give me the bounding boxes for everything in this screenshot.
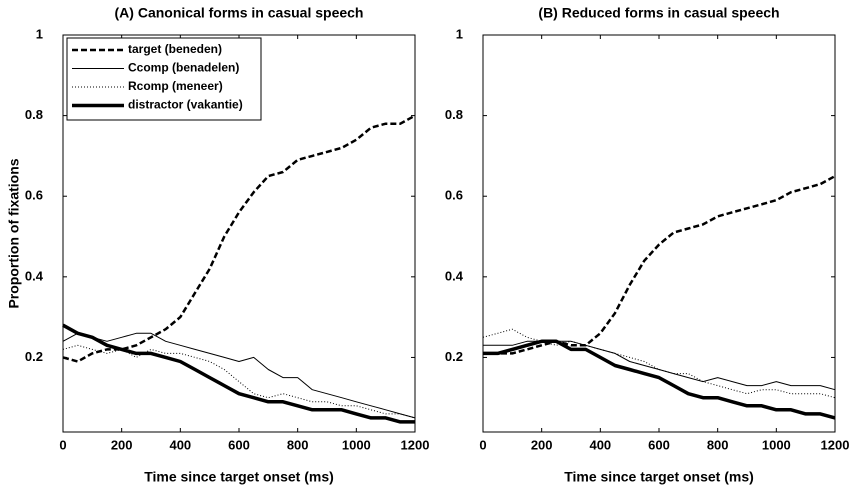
x-tick-label: 0 — [59, 437, 66, 452]
x-axis-label: Time since target onset (ms) — [564, 469, 754, 485]
series-line — [482, 328, 836, 399]
x-tick-label: 600 — [228, 437, 250, 452]
x-tick-label: 1000 — [762, 437, 791, 452]
series-line — [62, 323, 415, 424]
legend-label: Rcomp (meneer) — [128, 79, 223, 93]
x-tick-label: 200 — [111, 437, 133, 452]
x-tick-label: 800 — [287, 437, 309, 452]
chart-title: (A) Canonical forms in casual speech — [115, 5, 364, 21]
y-tick-label: 0.4 — [25, 268, 44, 283]
series-line — [483, 175, 836, 355]
legend-label: target (beneden) — [128, 42, 222, 56]
y-tick-label: 1 — [36, 26, 43, 41]
chart-title: (B) Reduced forms in casual speech — [538, 5, 779, 21]
x-axis-label: Time since target onset (ms) — [144, 469, 334, 485]
y-tick-label: 0.6 — [25, 188, 43, 203]
y-tick-label: 1 — [456, 26, 463, 41]
series-line — [483, 340, 836, 391]
y-tick-label: 0.8 — [445, 107, 463, 122]
series-line — [62, 332, 416, 419]
x-tick-label: 200 — [531, 437, 553, 452]
x-tick-label: 1000 — [342, 437, 371, 452]
legend-label: Ccomp (benadelen) — [128, 61, 239, 75]
y-axis-label: Proportion of fixations — [6, 158, 22, 308]
series-line — [62, 114, 416, 363]
x-tick-label: 400 — [589, 437, 611, 452]
legend-label: distractor (vakantie) — [128, 98, 243, 112]
x-tick-label: 1200 — [401, 437, 430, 452]
y-tick-label: 0.6 — [445, 188, 463, 203]
y-tick-label: 0.4 — [445, 268, 464, 283]
y-tick-label: 0.2 — [445, 349, 463, 364]
x-tick-label: 600 — [648, 437, 670, 452]
y-tick-label: 0.8 — [25, 107, 43, 122]
series-line — [62, 344, 416, 419]
y-tick-label: 0.2 — [25, 349, 43, 364]
x-tick-label: 400 — [169, 437, 191, 452]
series-line — [483, 339, 836, 420]
x-tick-label: 0 — [479, 437, 486, 452]
plot-frame — [482, 34, 836, 433]
x-tick-label: 800 — [707, 437, 729, 452]
x-tick-label: 1200 — [821, 437, 850, 452]
